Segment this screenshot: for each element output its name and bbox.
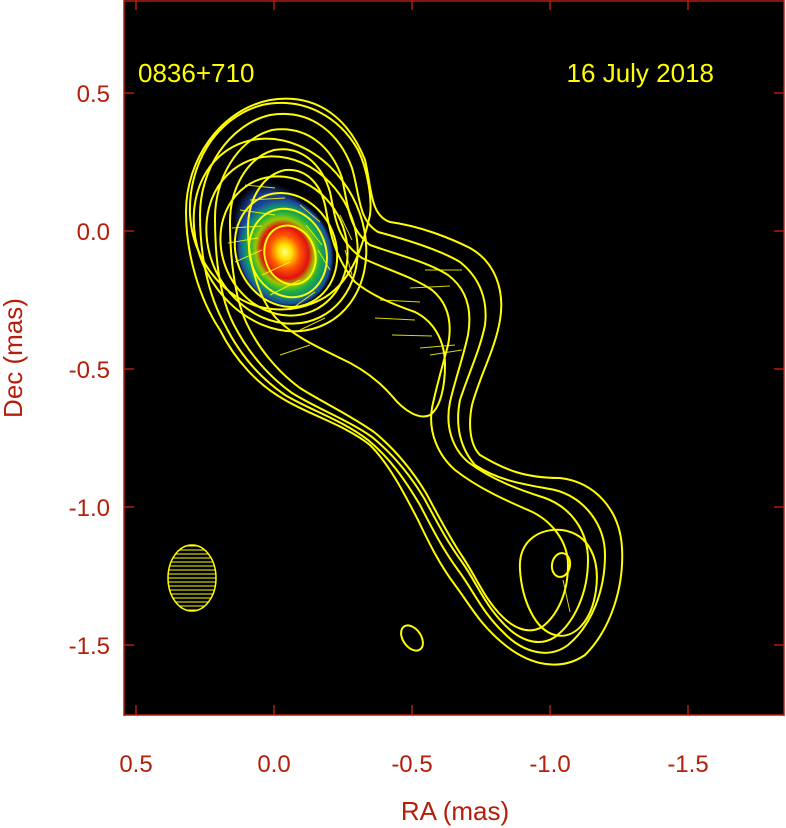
- beam-ellipse: [167, 544, 217, 612]
- x-tick-label: 0.0: [257, 751, 290, 778]
- y-axis-title: Dec (mas): [0, 298, 28, 418]
- y-tick-label: 0.0: [77, 219, 110, 246]
- jet-contours: [184, 97, 624, 666]
- core-contours: [188, 101, 372, 333]
- island-contour: [400, 624, 424, 652]
- secondary-component-contours: [400, 528, 598, 652]
- y-tick-label: -1.5: [69, 633, 110, 660]
- x-axis-title: RA (mas): [401, 796, 509, 826]
- axes-frame: [123, 0, 785, 716]
- polarization-vectors: [227, 184, 571, 613]
- core-intensity-image: [232, 182, 335, 308]
- x-tick-label: -1.5: [667, 751, 708, 778]
- tick-marks: [124, 0, 784, 715]
- y-tick-label: -0.5: [69, 357, 110, 384]
- peak-contour: [550, 552, 572, 578]
- x-tick-label: -1.0: [529, 751, 570, 778]
- x-tick-label: -0.5: [391, 751, 432, 778]
- plot-background: [124, 0, 784, 715]
- y-tick-label: -1.0: [69, 495, 110, 522]
- source-label: 0836+710: [138, 58, 254, 88]
- y-tick-label: 0.5: [77, 81, 110, 108]
- x-tick-label: 0.5: [119, 751, 152, 778]
- date-label: 16 July 2018: [567, 58, 714, 88]
